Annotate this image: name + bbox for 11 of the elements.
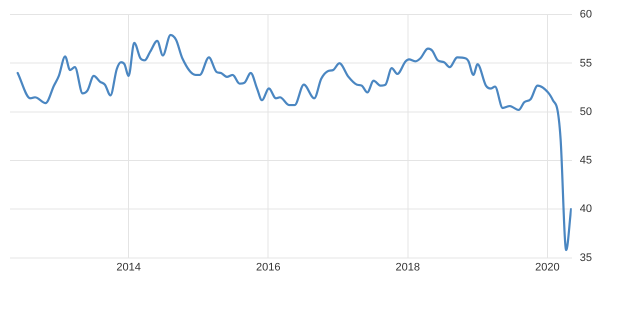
x-tick-label: 2018	[396, 261, 420, 274]
x-tick-label: 2016	[256, 261, 280, 274]
x-tick-label: 2020	[535, 261, 560, 274]
y-tick-label: 40	[580, 203, 592, 216]
x-tick-label: 2014	[116, 261, 141, 274]
y-tick-label: 55	[580, 57, 592, 70]
y-tick-label: 45	[580, 154, 592, 167]
line-series	[16, 34, 572, 252]
y-tick-label: 35	[580, 252, 592, 264]
y-tick-label: 50	[580, 106, 592, 118]
y-tick-label: 60	[580, 8, 592, 21]
